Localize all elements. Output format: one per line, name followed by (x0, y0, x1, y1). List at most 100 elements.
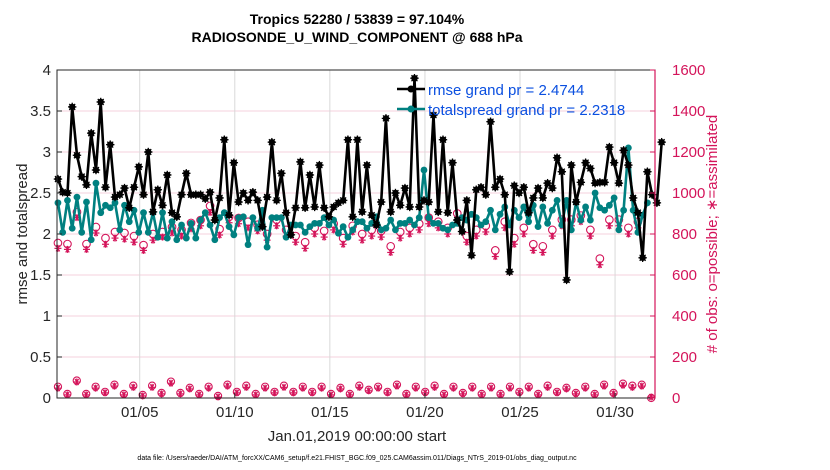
x-tick-label: 01/20 (406, 404, 444, 421)
rmse-point-star (453, 216, 461, 224)
rmse-point (305, 170, 315, 180)
rmse-point-star (373, 221, 380, 229)
obs-assimilated-marker (358, 236, 366, 244)
rmse-point (334, 198, 343, 208)
totalspread-point (491, 226, 499, 234)
obs-assimilated-marker-low (619, 381, 627, 389)
totalspread-point (192, 234, 200, 242)
rmse-point-star (534, 184, 542, 192)
rmse-point-star (368, 211, 376, 219)
rmse-point (529, 193, 538, 203)
rmse-point (657, 137, 666, 147)
totalspread-point (173, 236, 181, 244)
totalspread-point (482, 218, 490, 226)
rmse-point-star (582, 159, 590, 167)
totalspread-point (144, 228, 152, 236)
totalspread-point (273, 214, 281, 222)
chart-title: Tropics 52280 / 53839 = 97.104% (250, 11, 465, 27)
rmse-point-star (510, 182, 518, 190)
rmse-point (429, 110, 438, 120)
rmse-point-star (586, 164, 594, 172)
rmse-point-star (273, 196, 281, 204)
y-tick-label-left: 1 (43, 308, 51, 325)
rmse-point-star (401, 184, 409, 192)
rmse-point-star (411, 74, 418, 82)
rmse-point-star (439, 136, 447, 144)
rmse-point (172, 212, 181, 221)
rmse-point-star (282, 209, 290, 217)
totalspread-point (111, 199, 119, 207)
obs-assimilated-marker-low (195, 391, 203, 399)
rmse-point (400, 183, 410, 193)
totalspread-point (330, 216, 338, 224)
rmse-point-star (64, 189, 71, 197)
obs-assimilated-marker (368, 232, 376, 240)
rmse-point-star (506, 268, 513, 276)
totalspread-point (387, 216, 395, 224)
obs-assimilated-marker (520, 230, 528, 238)
obs-assimilated-marker (273, 222, 281, 230)
rmse-point-star (325, 213, 333, 221)
rmse-point (205, 187, 215, 197)
rmse-point-star (449, 159, 456, 167)
rmse-point (258, 222, 267, 231)
rmse-point-star (135, 163, 143, 171)
rmse-point-star (258, 223, 266, 231)
rmse-point (624, 160, 633, 170)
legend-label-rmse: rmse grand pr = 2.4744 (428, 82, 584, 99)
rmse-point (652, 198, 662, 208)
y-axis-label-right: # of obs: o=possible; ∗=assimilated (704, 115, 721, 354)
rmse-point (72, 151, 82, 160)
rmse-point (106, 140, 115, 149)
obs-assimilated-marker-low (431, 383, 439, 391)
legend-item-rmse: rmse grand pr = 2.4744 (397, 82, 584, 99)
rmse-point (310, 202, 319, 212)
rmse-point (486, 117, 495, 126)
totalspread-point (249, 214, 257, 222)
rmse-point-star (149, 208, 157, 216)
obs-assimilated-marker (301, 244, 309, 252)
totalspread-point (201, 209, 209, 217)
rmse-point-star (658, 138, 666, 146)
rmse-point (277, 169, 286, 178)
totalspread-point (344, 233, 352, 241)
rmse-point (68, 102, 77, 112)
obs-assimilated-marker-low (374, 384, 382, 392)
rmse-point-star (230, 159, 238, 167)
totalspread-point (263, 243, 271, 251)
rmse-point-star (558, 168, 566, 176)
rmse-point-star (206, 188, 214, 196)
rmse-point (628, 193, 638, 203)
rmse-point (239, 188, 248, 198)
totalspread-point (601, 206, 609, 214)
y-tick-label-right: 400 (672, 308, 697, 325)
totalspread-point (268, 214, 276, 222)
y-tick-label-left: 3.5 (30, 103, 51, 120)
rmse-point-star (529, 194, 537, 202)
totalspread-point (339, 223, 347, 231)
rmse-point-star (320, 204, 328, 212)
totalspread-point (363, 224, 371, 232)
obs-assimilated-marker-low (167, 379, 175, 387)
rmse-point-star (430, 111, 437, 119)
rmse-point (296, 157, 305, 167)
totalspread-point (382, 224, 390, 232)
obs-assimilated-marker (491, 253, 499, 261)
rmse-point (643, 167, 652, 176)
x-tick-label: 01/10 (216, 404, 254, 421)
totalspread-point (163, 234, 171, 242)
obs-assimilated-marker (425, 220, 433, 228)
totalspread-point (525, 218, 532, 226)
rmse-point (215, 193, 224, 203)
rmse-point (510, 181, 519, 190)
rmse-point (491, 183, 500, 192)
obs-assimilated-marker (82, 245, 90, 253)
rmse-point (120, 183, 129, 193)
rmse-point-star (615, 179, 623, 187)
x-tick-label: 01/05 (121, 404, 159, 421)
rmse-point (158, 201, 167, 210)
x-axis: 01/05 01/10 01/15 01/20 01/25 01/30 (121, 393, 634, 421)
rmse-point-star (54, 175, 62, 183)
totalspread-point (515, 214, 523, 222)
rmse-point (500, 190, 509, 199)
